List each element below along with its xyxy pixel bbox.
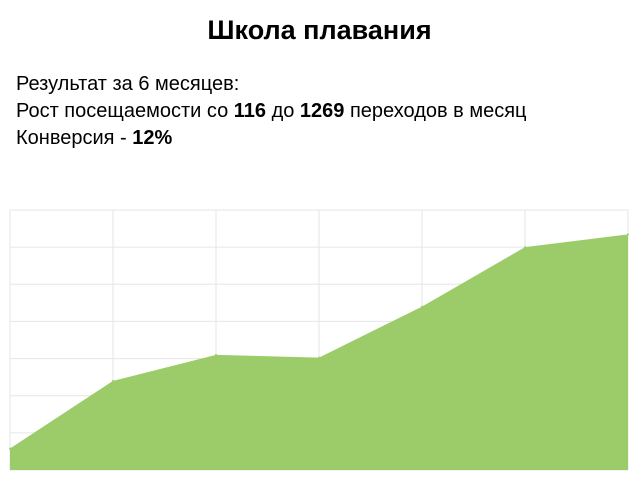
traffic-text-suffix: переходов в месяц bbox=[344, 100, 527, 122]
area-data-point bbox=[421, 305, 423, 308]
traffic-area-chart bbox=[9, 209, 629, 471]
chart-area-series bbox=[9, 233, 629, 470]
summary-line-period: Результат за 6 месяцев: bbox=[16, 73, 240, 95]
visits-to-value: 1269 bbox=[299, 100, 345, 122]
area-data-point bbox=[524, 246, 526, 249]
area-data-point bbox=[112, 379, 114, 382]
summary-line-traffic: Рост посещаемости со 116 до 1269 переход… bbox=[16, 98, 527, 125]
area-data-point bbox=[318, 356, 320, 359]
area-data-point bbox=[215, 353, 217, 356]
area-data-point bbox=[627, 233, 629, 236]
traffic-text-middle: до bbox=[266, 100, 300, 122]
results-summary: Результат за 6 месяцев: Рост посещаемост… bbox=[16, 71, 527, 152]
area-series-fill bbox=[10, 234, 628, 470]
visits-from-value: 116 bbox=[233, 100, 267, 122]
page-title: Школа плавания bbox=[207, 15, 432, 45]
conversion-value: 12% bbox=[132, 127, 173, 149]
area-data-point bbox=[9, 447, 11, 450]
conversion-text-prefix: Конверсия - bbox=[16, 127, 133, 149]
traffic-text-prefix: Рост посещаемости со bbox=[16, 100, 234, 122]
summary-line-conversion: Конверсия - 12% bbox=[16, 125, 527, 152]
